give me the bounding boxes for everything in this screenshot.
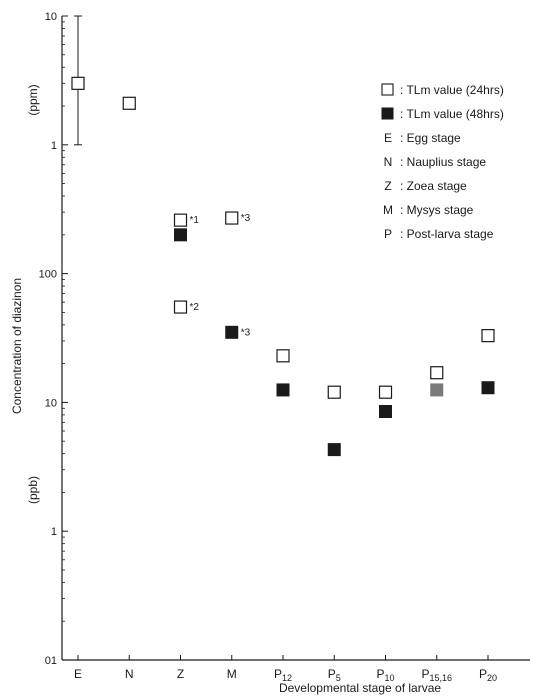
x-tick-label: P15,16 — [421, 667, 452, 683]
point-24hrs — [430, 366, 444, 380]
axes — [61, 16, 530, 661]
x-tick-label: P12 — [274, 667, 292, 683]
point-24hrs — [173, 213, 188, 227]
point-48hrs — [225, 325, 239, 339]
x-tick-label: M — [227, 667, 237, 681]
legend-entry-text: : Mysys stage — [400, 203, 474, 217]
legend-key-letter: Z — [384, 179, 391, 193]
point-48hrs — [327, 443, 341, 457]
y-tick-label: 1 — [51, 526, 57, 538]
y-tick-label: 01 — [45, 655, 57, 667]
x-tick-label: E — [74, 667, 82, 681]
point-24hrs — [225, 211, 239, 225]
point-annotation: *3 — [241, 213, 251, 224]
point-annotation: *2 — [190, 302, 200, 313]
legend-key-letter: M — [383, 203, 393, 217]
point-24hrs — [122, 96, 136, 110]
point-24hrs — [276, 349, 290, 363]
point-24hrs — [481, 329, 495, 343]
y-tick-label: 1 — [51, 140, 57, 152]
legend-key-letter: P — [384, 227, 392, 241]
point-annotation: *1 — [190, 215, 200, 226]
y-tick-label: 100 — [39, 269, 57, 281]
point-48hrs — [174, 228, 187, 242]
x-tick-label: P10 — [376, 667, 394, 683]
legend-key-letter: E — [384, 131, 392, 145]
x-tick-label: P20 — [479, 667, 497, 683]
x-tick-label: N — [125, 667, 134, 681]
y-tick-label: 10 — [45, 11, 57, 23]
y-tick-label: 10 — [45, 397, 57, 409]
point-24hrs — [327, 385, 341, 399]
point-48hrs — [481, 381, 495, 395]
y-unit-lower: (ppb) — [26, 476, 40, 504]
legend-entry-text: : Post-larva stage — [400, 227, 494, 241]
point-48hrs — [276, 383, 290, 397]
legend-key-open-square — [381, 83, 394, 96]
legend-entry-text: : Egg stage — [400, 131, 461, 145]
y-unit-upper: (ppm) — [26, 84, 40, 115]
legend-entry-text: : Nauplius stage — [400, 155, 486, 169]
point-48hrs — [379, 404, 392, 418]
x-tick-label: P5 — [328, 667, 341, 683]
legend-entry-text: : TLm value (48hrs) — [400, 107, 504, 121]
x-ticks: E N Z M P12 P5 P10 P15,16 P20 — [74, 655, 497, 683]
point-24hrs — [71, 76, 85, 90]
legend-entry-text: : Zoea stage — [400, 179, 467, 193]
y-axis-title: Concentration of diazinon — [10, 278, 24, 414]
legend-key-filled-square — [381, 107, 394, 120]
point-24hrs — [378, 385, 393, 399]
x-axis-title: Developmental stage of larvae — [279, 681, 441, 695]
legend-entry-text: : TLm value (24hrs) — [400, 83, 504, 97]
point-48hrs — [430, 383, 444, 397]
legend-key-letter: N — [384, 155, 393, 169]
x-tick-label: Z — [177, 667, 184, 681]
data-marks: *1 *2 *3 *3 — [71, 15, 495, 457]
point-annotation: *3 — [241, 327, 251, 338]
legend: : TLm value (24hrs) : TLm value (48hrs) E:… — [381, 83, 504, 241]
point-24hrs — [173, 300, 188, 314]
